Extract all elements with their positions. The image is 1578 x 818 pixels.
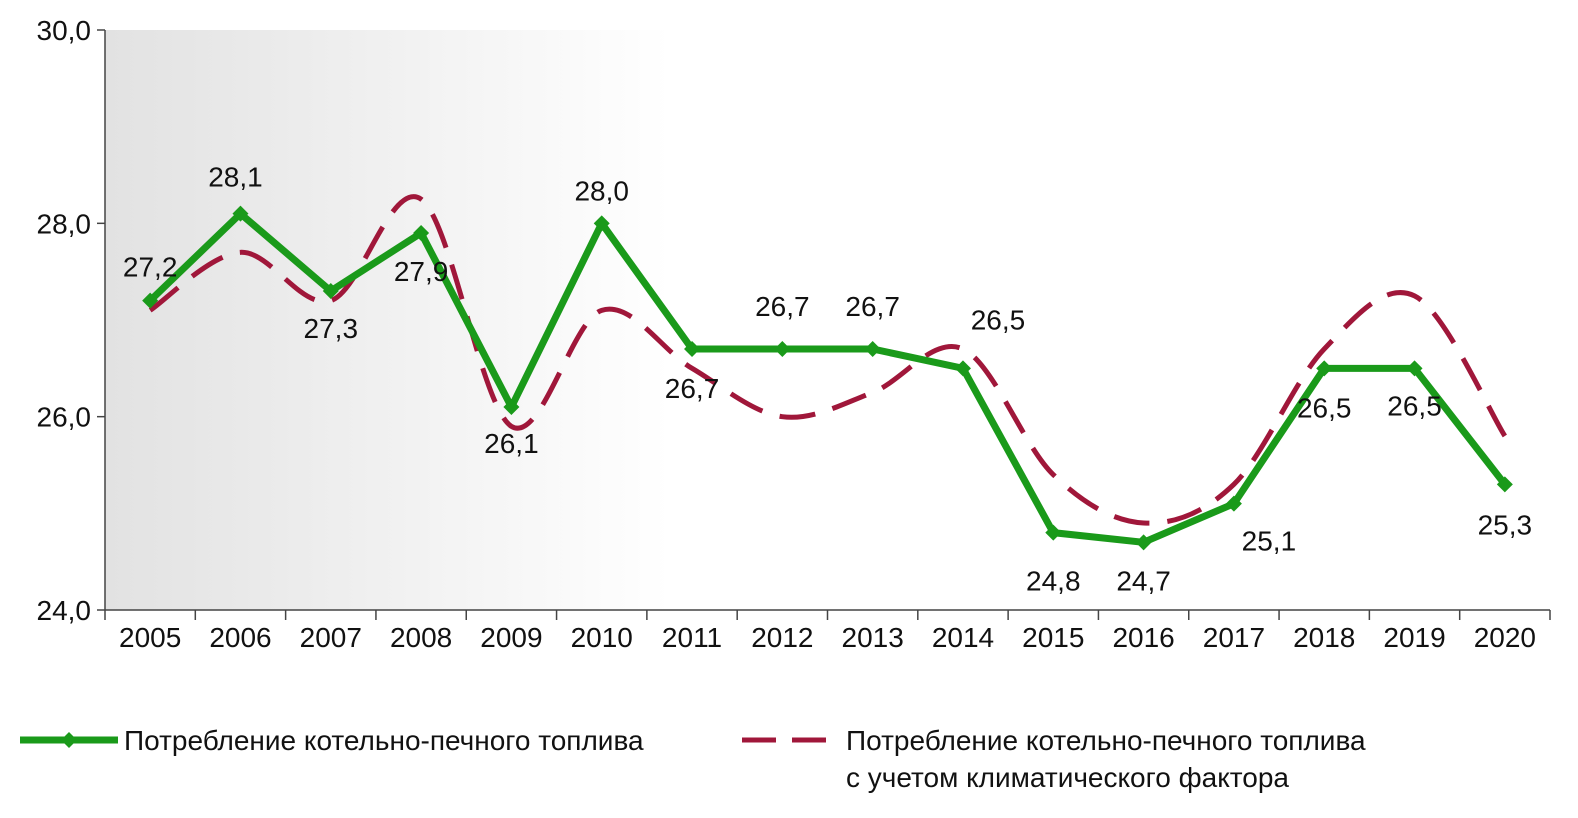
series-line-climate-adjusted [148, 194, 1507, 526]
x-tick-label: 2010 [571, 622, 633, 653]
x-tick-label: 2014 [932, 622, 994, 653]
data-point-marker [864, 341, 881, 357]
data-point-marker [1135, 534, 1152, 551]
data-point-marker [322, 283, 339, 299]
data-point-marker [1496, 476, 1513, 493]
x-tick-label: 2020 [1474, 622, 1536, 653]
x-tick-label: 2012 [751, 622, 813, 653]
data-label: 26,7 [665, 373, 720, 404]
data-label: 27,2 [123, 252, 178, 283]
plot-background [105, 30, 670, 610]
data-point-marker [954, 360, 971, 377]
x-tick-label: 2011 [662, 622, 722, 653]
series-line-fuel-consumption [147, 208, 1508, 546]
y-tick-label: 26,0 [37, 402, 92, 433]
data-point-marker [1225, 495, 1242, 512]
data-point-marker [503, 399, 520, 415]
x-tick-label: 2019 [1383, 622, 1445, 653]
data-label: 26,5 [1387, 390, 1442, 421]
data-label: 24,7 [1116, 565, 1171, 596]
data-label: 28,0 [574, 175, 629, 206]
x-tick-label: 2009 [480, 622, 542, 653]
x-tick-label: 2017 [1203, 622, 1265, 653]
legend-label-series-2-line-1: Потребление котельно-печного топлива [846, 725, 1366, 756]
data-label: 25,1 [1242, 526, 1297, 557]
data-label: 26,7 [845, 291, 900, 322]
legend-label-series-2-line-2: с учетом климатического фактора [846, 762, 1289, 793]
x-tick-label: 2016 [1112, 622, 1174, 653]
data-label: 26,7 [755, 291, 810, 322]
data-point-marker [684, 341, 701, 357]
data-label: 25,3 [1478, 509, 1533, 540]
data-point-marker [774, 341, 791, 357]
data-point-marker [232, 205, 249, 222]
y-tick-label: 28,0 [37, 208, 92, 239]
legend: Потребление котельно-печного топлива Пот… [20, 725, 1366, 793]
x-tick-label: 2013 [842, 622, 904, 653]
data-point-marker [593, 215, 610, 232]
data-label: 26,1 [484, 428, 539, 459]
data-point-marker [1045, 524, 1062, 541]
data-point-marker [142, 292, 159, 309]
y-tick-label: 24,0 [37, 595, 92, 626]
data-point-marker [1406, 360, 1423, 377]
series-climate-adjusted [148, 194, 1507, 526]
x-tick-label: 2008 [390, 622, 452, 653]
x-tick-label: 2005 [119, 622, 181, 653]
legend-label-series-1: Потребление котельно-печного топлива [124, 725, 644, 756]
data-label: 28,1 [208, 162, 263, 193]
data-label: 26,5 [1297, 392, 1352, 423]
data-point-marker [1316, 360, 1333, 377]
y-tick-label: 30,0 [37, 15, 92, 46]
x-tick-label: 2007 [300, 622, 362, 653]
data-label: 26,5 [971, 304, 1026, 335]
data-label: 27,3 [304, 313, 359, 344]
data-point-marker [413, 225, 430, 241]
axes: 24,0 26,0 28,0 30,0 2005 2006 2007 2008 2009 2010… [37, 15, 1551, 653]
data-label: 24,8 [1026, 566, 1081, 597]
legend-marker-diamond [61, 732, 77, 748]
data-labels: 27,2 28,1 27,3 27,9 26,1 28,0 26,7 26,7 26,7 26,5… [123, 162, 1532, 597]
x-tick-label: 2015 [1022, 622, 1084, 653]
x-tick-label: 2006 [209, 622, 271, 653]
data-label: 27,9 [394, 256, 449, 287]
x-tick-label: 2018 [1293, 622, 1355, 653]
series-fuel-consumption [142, 205, 1513, 551]
